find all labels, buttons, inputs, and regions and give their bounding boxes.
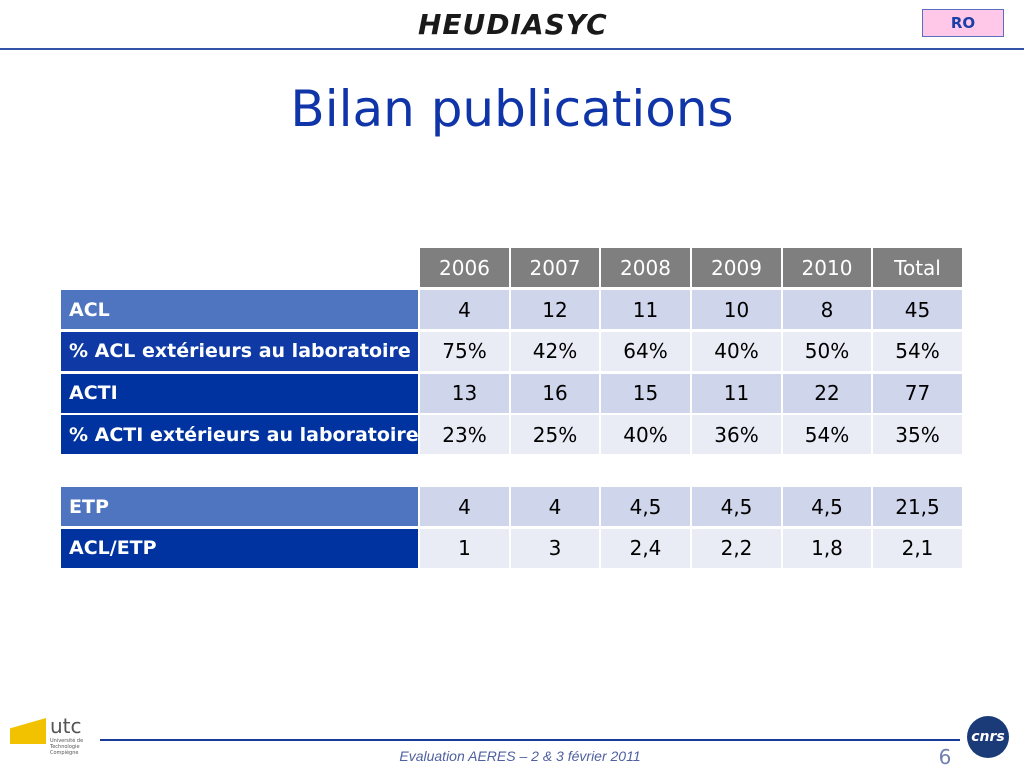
row-label: % ACL extérieurs au laboratoire [61,331,418,371]
cell: 1,8 [783,528,871,568]
cell: 40% [692,331,781,371]
row-label: ACL/ETP [61,528,418,568]
cell: 21,5 [873,487,962,526]
cell: 50% [783,331,871,371]
cell: 4 [420,290,509,329]
row-label: ACTI [61,373,418,413]
cell: 25% [511,415,599,455]
page-number: 6 [938,745,952,769]
cell: 4,5 [601,487,690,526]
cell: 4,5 [783,487,871,526]
cell: 77 [873,373,962,413]
header-rule [0,48,1024,50]
cell: 16 [511,373,599,413]
cell: 2,1 [873,528,962,568]
cell: 11 [601,290,690,329]
cell: 12 [511,290,599,329]
row-label: % ACTI extérieurs au laboratoire [61,415,419,455]
column-header: 2008 [601,248,690,287]
cell: 42% [511,331,599,371]
cell: 4 [511,487,599,526]
cell: 36% [692,415,781,455]
utc-logo: utc [50,714,82,738]
cell: 10 [692,290,781,329]
cell: 45 [873,290,962,329]
cell: 3 [511,528,599,568]
footer-rule [100,739,960,741]
slide-title: Bilan publications [290,80,734,138]
cell: 64% [601,331,690,371]
cell: 15 [601,373,690,413]
column-header: 2009 [692,248,781,287]
cell: 4 [420,487,509,526]
cnrs-logo: cnrs [967,716,1009,758]
cell: 4,5 [692,487,781,526]
cell: 13 [420,373,509,413]
cell: 1 [420,528,509,568]
cell: 8 [783,290,871,329]
cell: 22 [783,373,871,413]
cell: 75% [420,331,509,371]
utc-sub: Université de Technologie Compiègne [50,738,84,756]
row-label: ETP [61,487,418,526]
column-header: Total [873,248,962,287]
cell: 35% [873,415,962,455]
column-header: 2006 [420,248,509,287]
cell: 23% [420,415,509,455]
row-label: ACL [61,290,418,329]
logo: HEUDIASYC [418,8,608,41]
cell: 54% [783,415,871,455]
cell: 40% [601,415,690,455]
cell: 2,2 [692,528,781,568]
cell: 2,4 [601,528,690,568]
cell: 54% [873,331,962,371]
badge: RO [922,9,1004,37]
column-header: 2010 [783,248,871,287]
column-header: 2007 [511,248,599,287]
cell: 11 [692,373,781,413]
utc-mark [10,718,46,744]
footer-text: Evaluation AERES – 2 & 3 février 2011 [399,748,641,764]
